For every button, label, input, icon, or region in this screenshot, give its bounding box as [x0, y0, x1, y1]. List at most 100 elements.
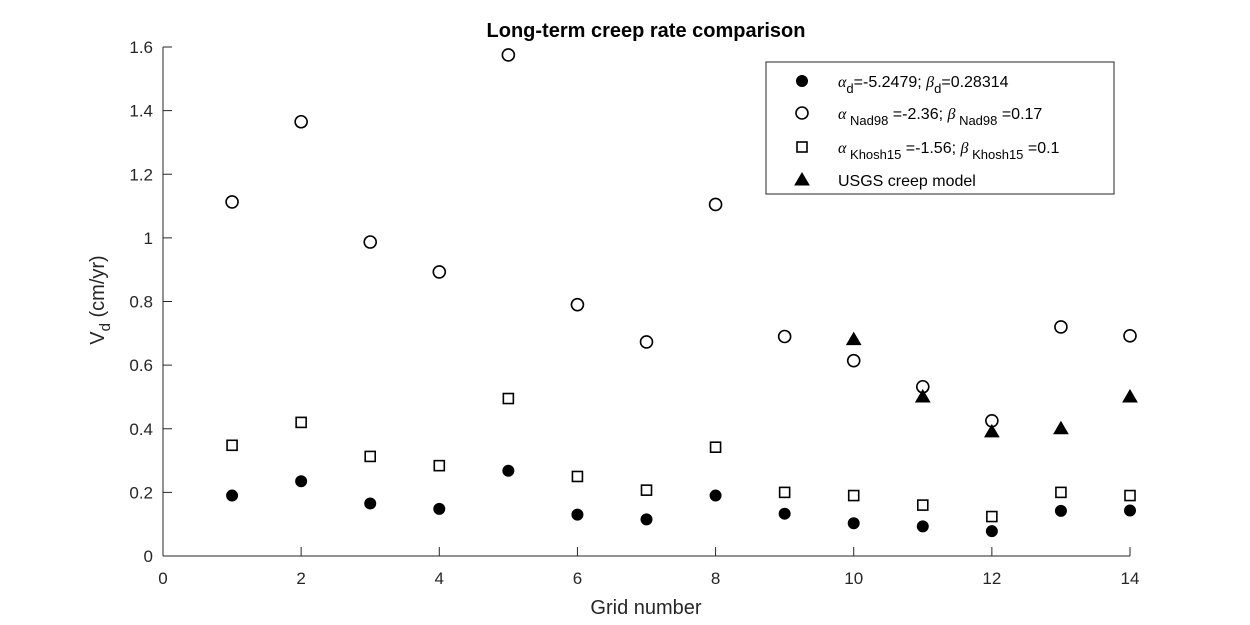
- filled-circle-point: [640, 513, 653, 526]
- legend-label-part: =0.17: [997, 106, 1042, 123]
- legend-label-part: =0.1: [1023, 140, 1059, 157]
- filled-circle-point: [1054, 504, 1067, 517]
- y-axis-label-sub: d: [97, 323, 114, 331]
- y-tick-label: 1: [144, 229, 153, 248]
- filled-triangle-point: [1053, 420, 1069, 435]
- legend-label-part: =-1.56;: [901, 140, 960, 157]
- open-square-point: [571, 470, 584, 483]
- x-tick-label: 4: [435, 569, 444, 588]
- open-square-point: [502, 392, 515, 405]
- legend-label-part: USGS creep model: [838, 173, 976, 190]
- open-circle-point: [1054, 320, 1068, 334]
- open-circle-point: [501, 48, 516, 62]
- y-tick-label: 0: [144, 547, 153, 566]
- filled-circle-point: [847, 517, 860, 530]
- legend-label-2: α Nad98 =-2.36; β Nad98 =0.17: [838, 106, 1042, 128]
- open-square-point: [295, 416, 307, 429]
- legend-label-part: =-5.2479;: [854, 74, 927, 91]
- open-square-point: [364, 450, 377, 463]
- open-square-point: [916, 499, 929, 511]
- open-square-point: [709, 441, 722, 454]
- y-tick-label: 1.6: [129, 38, 153, 57]
- open-circle-point: [432, 265, 447, 279]
- legend-label-1: αd=-5.2479; βd=0.28314: [838, 74, 1009, 96]
- y-tick-label: 1.4: [129, 102, 153, 121]
- filled-circle-point: [502, 464, 515, 477]
- chart-title: Long-term creep rate comparison: [487, 20, 806, 42]
- open-square-point: [640, 484, 653, 496]
- x-tick-label: 10: [844, 569, 863, 588]
- series-1: [226, 464, 1136, 538]
- y-tick-label: 0.6: [129, 356, 153, 375]
- open-circle-point: [846, 353, 861, 368]
- open-circle-point: [294, 114, 308, 129]
- filled-circle-point: [1124, 504, 1136, 517]
- open-square-point: [433, 459, 446, 472]
- filled-triangle-point: [914, 388, 931, 403]
- legend-label-part: Khosh15: [968, 147, 1023, 162]
- filled-circle-point: [985, 525, 998, 538]
- filled-circle-point: [295, 475, 308, 488]
- series-3: [226, 392, 1136, 523]
- open-circle-point: [225, 195, 239, 209]
- legend-label-3: α Khosh15 =-1.56; β Khosh15 =0.1: [838, 140, 1060, 162]
- open-square-point: [1124, 489, 1136, 502]
- filled-triangle-point: [1122, 388, 1138, 403]
- legend-open-circle-icon: [795, 106, 809, 120]
- legend-label-part: Khosh15: [846, 147, 901, 162]
- legend-label-4: USGS creep model: [838, 173, 976, 190]
- legend-filled-circle-icon: [796, 75, 808, 87]
- open-square-point: [226, 439, 238, 452]
- x-tick-label: 0: [158, 569, 167, 588]
- x-tick-label: 8: [711, 569, 720, 588]
- filled-circle-point: [916, 520, 929, 533]
- legend-label-part: d: [934, 81, 941, 96]
- filled-circle-point: [778, 507, 791, 520]
- filled-triangle-point: [845, 331, 862, 346]
- y-axis-label: Vd (cm/yr): [87, 255, 114, 344]
- legend-label-part: β: [925, 74, 934, 91]
- series-4: [845, 331, 1138, 438]
- legend-filled-triangle-icon: [794, 172, 810, 186]
- filled-triangle-point: [983, 423, 1000, 438]
- y-axis-label-suffix: (cm/yr): [87, 255, 109, 323]
- axis-ticks: 0 2 4 6 8 10 12 14 0 0.2 0.4 0.6 0.8 1 1.2 1.4 1.6: [129, 38, 1139, 588]
- filled-circle-point: [571, 508, 584, 521]
- open-circle-point: [639, 335, 654, 349]
- open-square-point: [986, 510, 998, 523]
- open-square-point: [847, 489, 860, 502]
- x-tick-label: 14: [1121, 569, 1140, 588]
- legend-box: [765, 61, 1115, 195]
- x-tick-label: 2: [296, 569, 305, 588]
- y-tick-label: 0.8: [129, 293, 153, 312]
- legend-open-square-icon: [796, 141, 808, 153]
- x-tick-label: 12: [982, 569, 1001, 588]
- filled-circle-point: [433, 502, 446, 515]
- y-tick-label: 0.2: [129, 483, 153, 502]
- legend-label-part: Nad98: [846, 113, 888, 128]
- legend-label-part: =0.28314: [941, 74, 1008, 91]
- open-circle-point: [1123, 329, 1137, 343]
- legend-label-part: α: [838, 140, 847, 157]
- y-tick-label: 1.2: [129, 165, 153, 184]
- legend-label-part: d: [846, 81, 853, 96]
- open-circle-point: [777, 329, 792, 344]
- filled-circle-point: [364, 497, 377, 510]
- open-circle-point: [363, 235, 378, 249]
- legend-label-part: β: [960, 140, 969, 157]
- y-axis-label-main: V: [87, 331, 109, 345]
- legend-label-part: β: [946, 106, 955, 123]
- legend-label-part: Nad98: [955, 113, 997, 128]
- filled-circle-point: [226, 489, 239, 502]
- open-square-point: [778, 486, 791, 499]
- filled-circle-point: [709, 489, 722, 502]
- series-2: [225, 48, 1137, 428]
- legend-label-part: α: [838, 74, 847, 91]
- x-axis-label: Grid number: [590, 597, 701, 619]
- open-circle-point: [708, 197, 723, 212]
- open-square-point: [1055, 486, 1067, 499]
- y-tick-label: 0.4: [129, 420, 153, 439]
- legend-label-part: α: [838, 106, 847, 123]
